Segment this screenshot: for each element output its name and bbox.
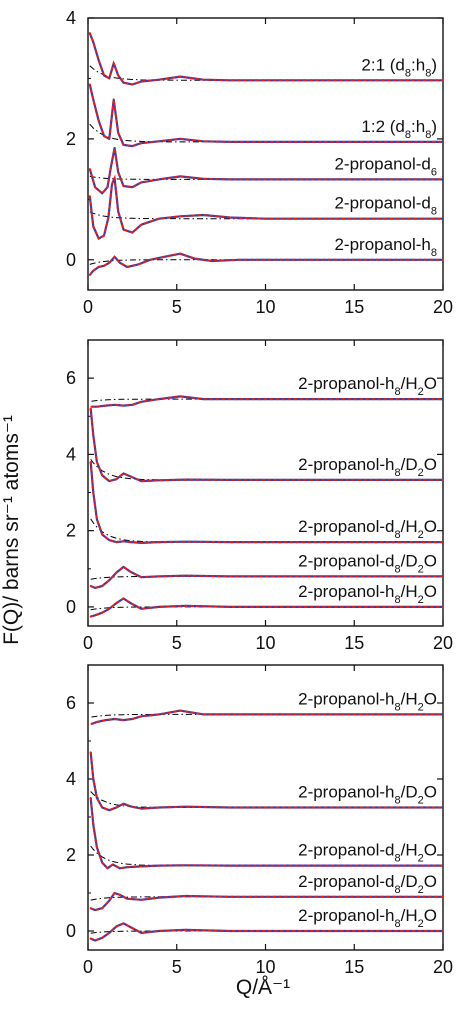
x-tick-label: 10 xyxy=(255,297,275,317)
y-tick-label: 0 xyxy=(66,921,76,941)
curve-label: 2-propanol-h8 xyxy=(334,235,437,259)
panel-top: 0 5 10 15 20 0 2 4 2:1 (d8:h8) 1:2 (d8:h8) 2-propa… xyxy=(66,8,453,317)
x-axis-label: Q/Å⁻¹ xyxy=(236,976,290,999)
background-line xyxy=(90,896,443,901)
data-line xyxy=(88,147,444,195)
x-tick-label: 20 xyxy=(433,957,453,977)
data-line xyxy=(88,174,444,241)
x-tick-label: 15 xyxy=(344,633,364,653)
y-tick-label: 6 xyxy=(66,693,76,713)
fit-line xyxy=(88,252,443,276)
curve-label: 2-propanol-d8/D2O xyxy=(298,872,437,896)
x-tick-label: 0 xyxy=(83,297,93,317)
panel-bottom: 0 5 10 15 20 0 2 4 6 2-propanol-h8/H2O 2-propanol-… xyxy=(66,664,453,977)
y-tick-label: 2 xyxy=(66,845,76,865)
x-tick-label: 10 xyxy=(255,633,275,653)
data-line xyxy=(89,407,444,483)
fit-line xyxy=(89,752,443,812)
data-line xyxy=(90,709,444,725)
x-tick-label: 20 xyxy=(433,633,453,653)
x-tick-label: 5 xyxy=(172,957,182,977)
curve-label: 2-propanol-d8 xyxy=(334,194,437,218)
fit-line xyxy=(88,84,443,148)
curve-label: 2:1 (d8:h8) xyxy=(361,55,437,79)
curve-label: 2-propanol-h8/H2O xyxy=(298,374,437,398)
curve-label: 2-propanol-h8/H2O xyxy=(298,906,437,930)
data-line xyxy=(89,797,444,870)
x-tick-label: 5 xyxy=(172,297,182,317)
fit-line xyxy=(91,709,443,725)
background-line xyxy=(90,575,443,580)
data-line xyxy=(89,751,444,812)
curve-label: 2-propanol-d8/D2O xyxy=(298,551,437,575)
data-line xyxy=(89,922,444,942)
x-tick-label: 20 xyxy=(433,297,453,317)
curve-label: 2-propanol-h8/H2O xyxy=(298,582,437,606)
y-tick-label: 0 xyxy=(66,597,76,617)
y-tick-label: 4 xyxy=(66,444,76,464)
curve-label: 2-propanol-d8/H2O xyxy=(298,841,437,865)
y-axis-label: F(Q)/ barns sr⁻¹ atoms⁻¹ xyxy=(0,415,23,645)
background-line xyxy=(90,459,443,481)
panel-middle: 0 5 10 15 20 0 2 4 6 2-propanol-h8/H2O 2-propanol-… xyxy=(66,339,453,653)
data-line xyxy=(88,252,444,276)
curve-label: 2-propanol-h8/D2O xyxy=(298,783,437,807)
curve-label: 2-propanol-h8/D2O xyxy=(298,455,437,479)
data-line xyxy=(89,461,444,544)
x-tick-label: 5 xyxy=(172,633,182,653)
background-line xyxy=(91,398,443,402)
x-tick-label: 10 xyxy=(255,957,275,977)
x-tick-label: 15 xyxy=(344,957,364,977)
y-tick-label: 4 xyxy=(66,8,76,28)
curve-label: 2-propanol-d6 xyxy=(334,154,437,178)
data-line xyxy=(88,83,444,148)
data-line xyxy=(89,565,444,589)
y-tick-label: 0 xyxy=(66,250,76,270)
data-line xyxy=(90,395,444,408)
curve-label: 2-propanol-d8/H2O xyxy=(298,517,437,541)
background-line xyxy=(90,845,443,867)
x-tick-label: 0 xyxy=(83,633,93,653)
data-line xyxy=(89,891,444,912)
x-tick-label: 0 xyxy=(83,957,93,977)
y-tick-label: 2 xyxy=(66,129,76,149)
y-tick-label: 6 xyxy=(66,368,76,388)
data-line xyxy=(88,32,444,86)
background-line xyxy=(89,211,443,220)
data-line xyxy=(89,597,444,618)
y-tick-label: 2 xyxy=(66,521,76,541)
x-tick-label: 15 xyxy=(344,297,364,317)
curve-label: 1:2 (d8:h8) xyxy=(361,117,437,141)
curve-label: 2-propanol-h8/H2O xyxy=(298,689,437,713)
y-tick-label: 4 xyxy=(66,769,76,789)
